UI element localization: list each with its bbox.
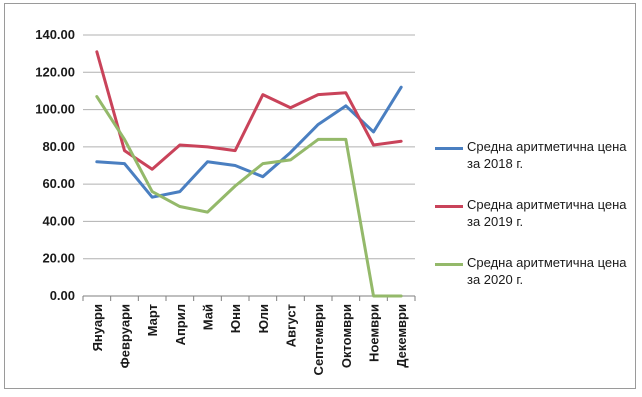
y-tick-label: 80.00 bbox=[42, 139, 75, 154]
x-tick-label: Януари bbox=[90, 304, 105, 351]
x-tick-label: Ноември bbox=[367, 304, 382, 362]
x-tick-label: Декември bbox=[394, 304, 409, 368]
x-tick-label: Септември bbox=[311, 304, 326, 375]
legend: Средна аритметична цена за 2018 г. Средн… bbox=[435, 134, 635, 308]
y-tick-label: 20.00 bbox=[42, 251, 75, 266]
legend-swatch-2018 bbox=[435, 147, 463, 150]
y-tick-label: 0.00 bbox=[50, 288, 75, 303]
x-tick-label: Май bbox=[201, 304, 216, 330]
legend-item-2018: Средна аритметична цена за 2018 г. bbox=[435, 134, 635, 192]
series-line-1 bbox=[95, 50, 403, 171]
series-line-2 bbox=[95, 95, 403, 298]
legend-label-2018: Средна аритметична цена за 2018 г. bbox=[467, 139, 627, 171]
line-chart: 0.00 20.00 40.00 60.00 80.00 100.00 120.00 140.… bbox=[35, 27, 416, 375]
x-tick-label: Април bbox=[173, 304, 188, 345]
legend-label-2019: Средна аритметична цена за 2019 г. bbox=[467, 197, 627, 229]
x-tick-label: Юни bbox=[228, 304, 243, 333]
legend-item-2020: Средна аритметична цена за 2020 г. bbox=[435, 250, 635, 308]
x-tick-label: Март bbox=[145, 304, 160, 336]
x-tick-label: Октомври bbox=[339, 304, 354, 368]
x-tick-label: Август bbox=[284, 304, 299, 347]
legend-item-2019: Средна аритметична цена за 2019 г. bbox=[435, 192, 635, 250]
legend-swatch-2019 bbox=[435, 205, 463, 208]
y-tick-label: 40.00 bbox=[42, 213, 75, 228]
y-tick-label: 100.00 bbox=[35, 102, 75, 117]
x-tick-label: Юли bbox=[256, 304, 271, 333]
y-tick-label: 140.00 bbox=[35, 27, 75, 42]
y-tick-label: 60.00 bbox=[42, 176, 75, 191]
chart-frame: 0.00 20.00 40.00 60.00 80.00 100.00 120.00 140.… bbox=[4, 3, 636, 389]
legend-swatch-2020 bbox=[435, 263, 463, 266]
series-line-0 bbox=[95, 85, 403, 199]
legend-label-2020: Средна аритметична цена за 2020 г. bbox=[467, 255, 627, 287]
y-tick-label: 120.00 bbox=[35, 64, 75, 79]
x-tick-label: Февруари bbox=[118, 304, 133, 368]
